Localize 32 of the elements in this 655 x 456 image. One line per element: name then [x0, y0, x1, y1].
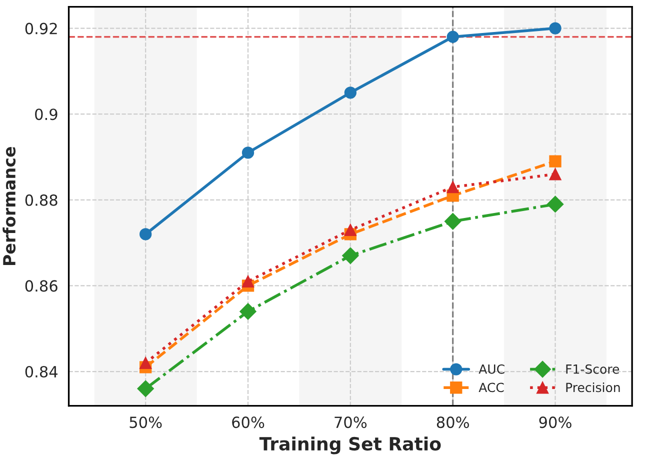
x-tick-label: 90%	[539, 416, 572, 428]
point	[546, 196, 564, 213]
legend-label: F1-Score	[566, 364, 620, 374]
point	[342, 247, 359, 264]
point	[140, 228, 152, 240]
point	[344, 224, 356, 236]
point	[446, 180, 459, 194]
point	[549, 155, 562, 168]
y-tick-label: 0.86	[25, 280, 58, 292]
x-tick-label: 80%	[436, 416, 469, 428]
legend-label: Precision	[566, 382, 620, 392]
x-axis-title: Training Set Ratio	[259, 436, 441, 454]
y-tick-label: 0.84	[25, 366, 58, 378]
legend-label: AUC	[478, 364, 504, 374]
point	[242, 146, 254, 159]
point	[137, 380, 154, 398]
point	[140, 356, 152, 370]
point	[242, 275, 254, 288]
legend-label: ACC	[478, 382, 504, 392]
point	[240, 303, 256, 320]
point	[444, 212, 462, 230]
point	[549, 168, 562, 180]
y-axis-title: Performance	[2, 146, 16, 265]
x-tick-label: 70%	[334, 416, 367, 428]
point	[446, 30, 459, 43]
x-tick-label: 50%	[130, 416, 162, 428]
y-tick-label: 0.88	[25, 194, 58, 206]
y-tick-label: 0.92	[25, 22, 57, 34]
x-tick-label: 60%	[232, 416, 264, 428]
point	[549, 22, 562, 34]
y-tick-label: 0.9	[35, 108, 58, 120]
point	[344, 86, 356, 99]
